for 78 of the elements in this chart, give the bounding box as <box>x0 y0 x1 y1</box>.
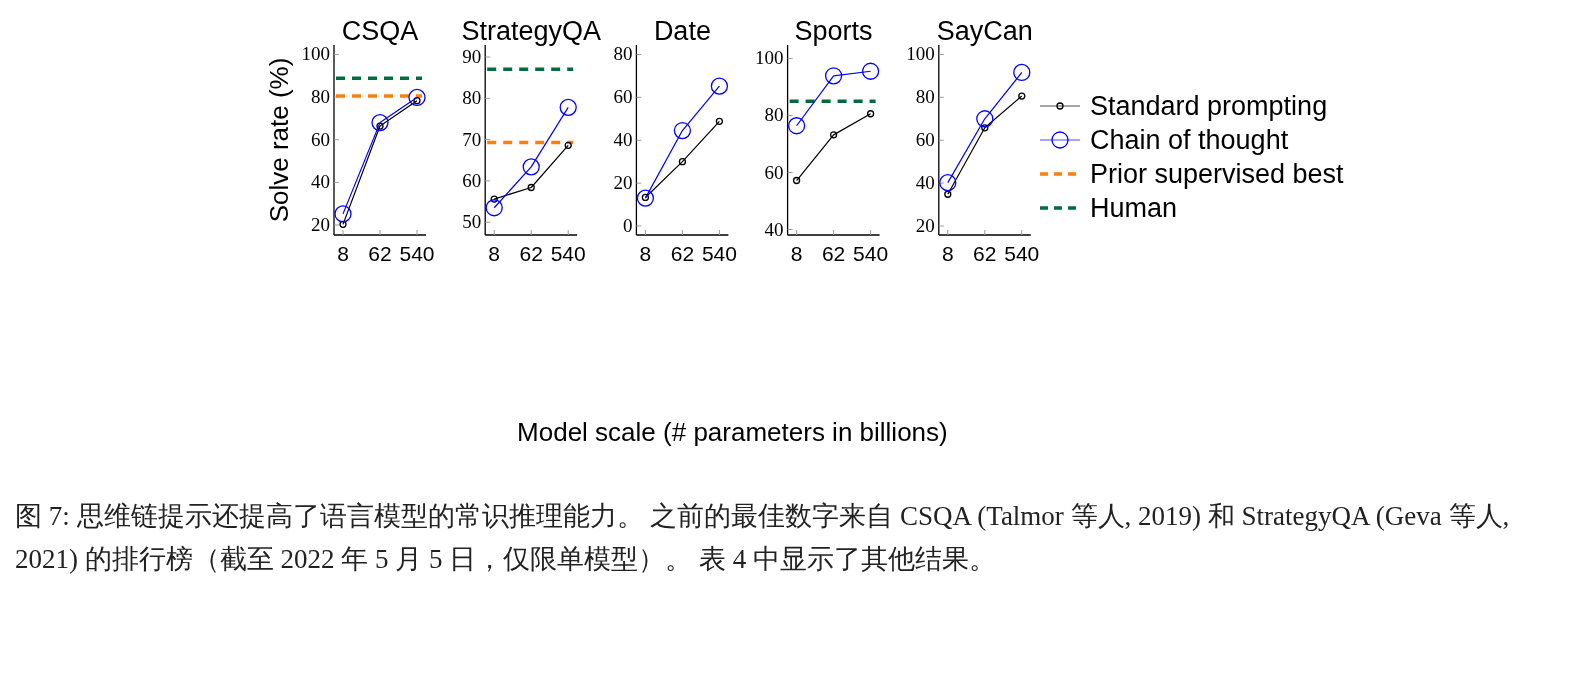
point <box>408 88 426 107</box>
point <box>564 141 572 150</box>
y-tick-label: 60 <box>311 128 330 150</box>
x-axis-title: Model scale (# parameters in billions) <box>517 417 948 447</box>
x-tick-label: 8 <box>790 242 803 265</box>
y-tick-label: 70 <box>462 128 482 150</box>
y-tick-label: 100 <box>906 43 935 65</box>
point <box>490 195 498 203</box>
y-tick-label: 40 <box>311 171 330 193</box>
y-tick-label: 90 <box>462 45 482 67</box>
x-tick-label: 540 <box>701 242 737 265</box>
point <box>559 98 577 117</box>
y-tick-label: 80 <box>311 86 330 108</box>
y-tick-label: 60 <box>764 161 784 183</box>
point <box>866 110 875 118</box>
point <box>1018 92 1026 100</box>
x-tick-label: 540 <box>550 242 586 265</box>
x-tick-label: 62 <box>368 242 392 265</box>
point <box>944 190 952 198</box>
point <box>485 199 503 217</box>
x-tick-label: 8 <box>488 242 501 265</box>
point <box>636 189 655 207</box>
x-tick-label: 540 <box>1004 242 1040 265</box>
point <box>673 121 692 140</box>
x-tick-label: 8 <box>639 242 652 265</box>
point <box>824 67 843 85</box>
point <box>371 113 389 132</box>
y-tick-label: 80 <box>613 43 633 65</box>
point <box>787 117 806 135</box>
legend-label: Human <box>1090 193 1178 223</box>
x-tick-label: 62 <box>973 242 997 265</box>
x-tick-label: 540 <box>853 242 889 265</box>
point <box>976 110 994 128</box>
legend-label: Standard prompting <box>1090 91 1328 121</box>
x-tick-label: 62 <box>670 242 695 265</box>
x-tick-label: 8 <box>337 242 349 265</box>
point <box>861 62 880 80</box>
point <box>678 158 687 166</box>
point <box>939 174 957 192</box>
y-tick-label: 50 <box>462 211 482 233</box>
y-tick-label: 80 <box>915 86 935 108</box>
point <box>334 205 352 223</box>
y-tick-label: 20 <box>311 213 330 235</box>
point <box>829 131 838 139</box>
point <box>522 158 540 176</box>
point <box>981 124 989 132</box>
y-tick-label: 80 <box>462 87 482 109</box>
y-axis-title: Solve rate (%) <box>264 57 294 223</box>
point <box>710 77 729 95</box>
y-tick-label: 40 <box>613 129 633 151</box>
y-tick-label: 40 <box>764 218 784 240</box>
y-tick-label: 60 <box>613 86 633 108</box>
y-tick-label: 0 <box>622 214 633 236</box>
point <box>792 176 801 185</box>
point <box>339 220 347 228</box>
legend-label: Prior supervised best <box>1090 159 1345 189</box>
y-tick-label: 20 <box>613 172 633 194</box>
y-tick-label: 40 <box>915 172 935 194</box>
point <box>1013 63 1031 82</box>
x-tick-label: 540 <box>399 242 435 265</box>
legend-label: Chain of thought <box>1090 125 1289 155</box>
y-tick-label: 80 <box>764 104 784 126</box>
chart-title: Sports <box>794 16 873 46</box>
point <box>527 183 535 192</box>
y-tick-label: 20 <box>915 214 935 236</box>
x-tick-label: 62 <box>821 242 846 265</box>
x-tick-label: 62 <box>519 242 543 265</box>
y-tick-label: 60 <box>462 169 482 191</box>
chart-title: SayCan <box>936 16 1033 46</box>
y-tick-label: 60 <box>915 129 935 151</box>
y-tick-label: 100 <box>301 43 330 65</box>
y-tick-label: 100 <box>755 47 784 69</box>
point <box>715 117 724 125</box>
chart-title: CSQA <box>341 16 419 46</box>
chart-title: StrategyQA <box>461 16 601 46</box>
caption: 图 7: 思维链提示还提高了语言模型的常识推理能力。 之前的最佳数字来自 CSQA (Talmor 等人, 2019) 和 StrategyQA (Geva 等人, 2021) 的排行榜（截至 2022 年 5 月 5 日，仅限单模型）。 表 4 中显示了其他结果。 <box>15 500 1511 576</box>
x-tick-label: 8 <box>941 242 954 265</box>
chart-title: Date <box>653 16 711 46</box>
